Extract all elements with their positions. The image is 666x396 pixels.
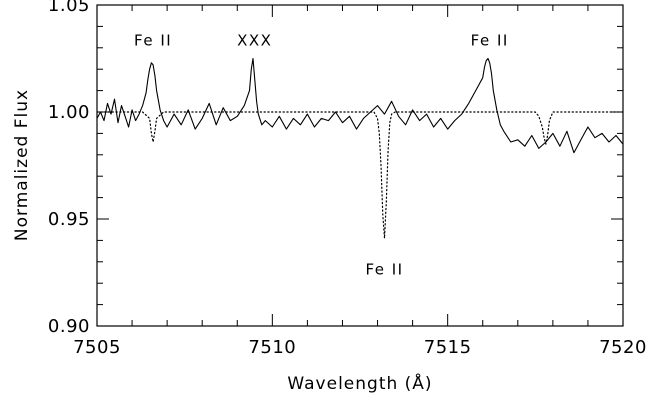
series-layer [97,57,623,239]
x-tick-label: 7510 [248,337,296,358]
annotations: Fe II XXX Fe II Fe II [134,32,509,279]
tick-labels: 7505 7510 7515 7520 0.90 0.95 1.00 1.05 [48,0,647,358]
y-tick-label: 1.00 [48,102,90,123]
line-annotation: Fe II [365,261,403,279]
axis-ticks [96,4,624,327]
y-tick-label: 0.95 [48,209,90,230]
line-annotation: Fe II [134,32,172,50]
y-axis-title: Normalized Flux [12,89,32,241]
x-tick-label: 7515 [424,337,472,358]
y-tick-label: 0.90 [48,316,90,337]
x-tick-label: 7520 [599,337,647,358]
line-annotation: XXX [237,32,272,50]
x-tick-label: 7505 [73,337,121,358]
observed-spectrum-line [97,57,623,154]
y-tick-label: 1.05 [48,0,90,16]
plot-frame [96,4,624,327]
model-spectrum-line [97,111,623,239]
line-annotation: Fe II [471,32,509,50]
x-axis-title: Wavelength (Å) [287,372,432,394]
